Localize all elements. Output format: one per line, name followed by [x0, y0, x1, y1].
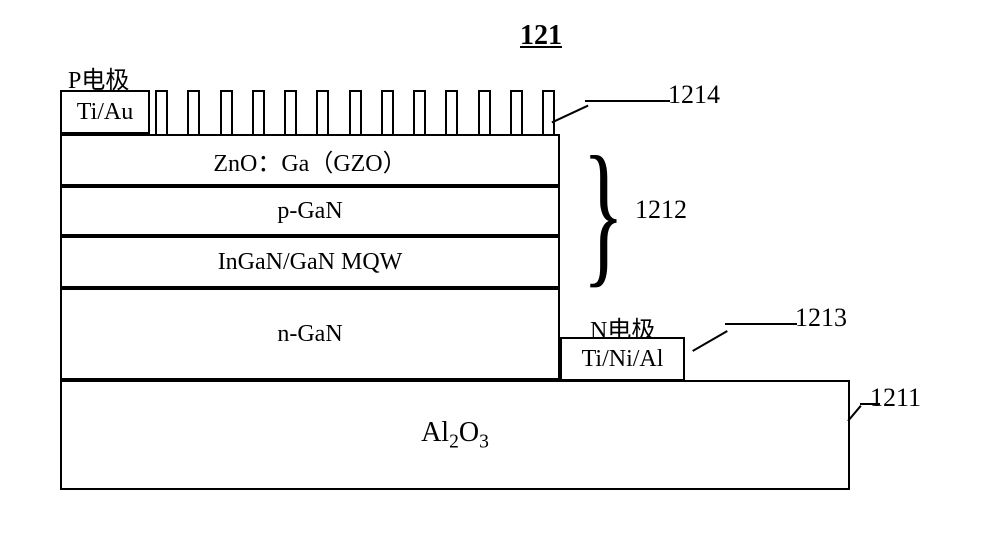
gzo-layer: ZnO：Ga（GZO）: [60, 134, 560, 186]
surface-fins: [155, 90, 555, 134]
fin: [381, 90, 394, 134]
substrate-layer: Al2O3: [60, 380, 850, 490]
brace-icon: }: [582, 132, 624, 292]
figure-number: 121: [520, 20, 562, 52]
fin: [445, 90, 458, 134]
p-electrode-layer: Ti/Au: [60, 90, 150, 134]
leader-line: [692, 330, 728, 352]
callout-fins: 1214: [668, 80, 720, 110]
fin: [349, 90, 362, 134]
fin: [542, 90, 555, 134]
fin: [252, 90, 265, 134]
fin: [478, 90, 491, 134]
leader-line: [725, 323, 797, 325]
leader-line: [551, 105, 588, 124]
fin: [187, 90, 200, 134]
substrate-text: Al2O3: [421, 417, 489, 454]
callout-substrate: 1211: [870, 383, 921, 413]
fin: [220, 90, 233, 134]
n-electrode-layer: Ti/Ni/Al: [560, 337, 685, 381]
fin: [316, 90, 329, 134]
p-gan-layer: p-GaN: [60, 186, 560, 236]
fin: [284, 90, 297, 134]
fin: [510, 90, 523, 134]
callout-stack: 1212: [635, 195, 687, 225]
leader-line: [585, 100, 670, 102]
fin: [155, 90, 168, 134]
fin: [413, 90, 426, 134]
callout-n-electrode: 1213: [795, 303, 847, 333]
mqw-layer: InGaN/GaN MQW: [60, 236, 560, 288]
n-gan-layer: n-GaN: [60, 288, 560, 380]
